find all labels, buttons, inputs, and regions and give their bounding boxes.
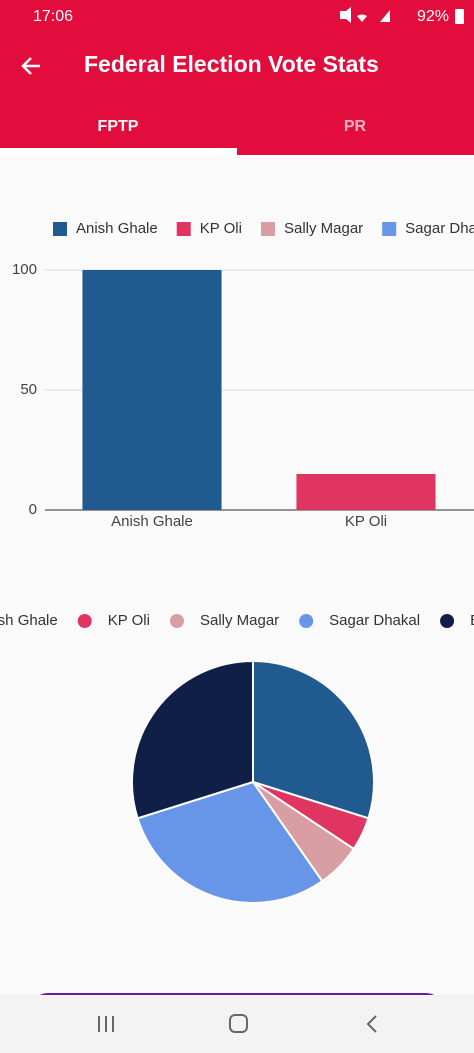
legend-label: KP Oli [108, 612, 150, 629]
bar [296, 474, 436, 510]
legend-label: Anish Ghale [0, 612, 58, 629]
tab-indicator [0, 148, 237, 155]
x-tick-label: Anish Ghale [111, 513, 193, 530]
status-time: 17:06 [33, 8, 73, 25]
pie-slice [252, 659, 375, 820]
legend-label: Sally Magar [284, 220, 363, 237]
back-button[interactable] [21, 57, 40, 75]
header-bg [0, 0, 474, 155]
legend-label: Balen [470, 612, 474, 629]
legend-swatch [176, 222, 191, 236]
legend-label: Sagar Dhakal [405, 220, 474, 237]
legend-label: Sagar Dhakal [329, 612, 420, 629]
legend-swatch [53, 222, 67, 236]
legend-swatch [169, 614, 184, 628]
legend-swatch [299, 614, 314, 628]
bar [82, 270, 222, 510]
nav-icons [98, 1014, 377, 1033]
legend-swatch [260, 222, 275, 236]
y-tick-label: 0 [29, 501, 37, 518]
legend-swatch [382, 222, 397, 236]
legend-label: Sally Magar [200, 612, 279, 629]
pie-slice [136, 780, 324, 904]
charts: Anish Ghale KP Oli Sally Magar Sagar Dhakal… [0, 220, 474, 904]
status-icons [340, 7, 464, 24]
y-tick-label: 50 [20, 381, 37, 398]
legend-label: Anish Ghale [76, 220, 158, 237]
legend-label: KP Oli [200, 220, 242, 237]
app-title: Federal Election Vote Stats [84, 51, 379, 77]
x-tick-label: KP Oli [345, 513, 387, 530]
tab-pr[interactable]: PR [344, 118, 367, 135]
status-battery: 92% [417, 8, 449, 25]
nav-bar [0, 995, 474, 1053]
y-tick-label: 100 [12, 261, 37, 278]
legend-swatch [440, 614, 455, 628]
tab-fptp[interactable]: FPTP [98, 118, 139, 135]
pie-slice [131, 659, 254, 820]
legend-swatch [77, 614, 92, 628]
